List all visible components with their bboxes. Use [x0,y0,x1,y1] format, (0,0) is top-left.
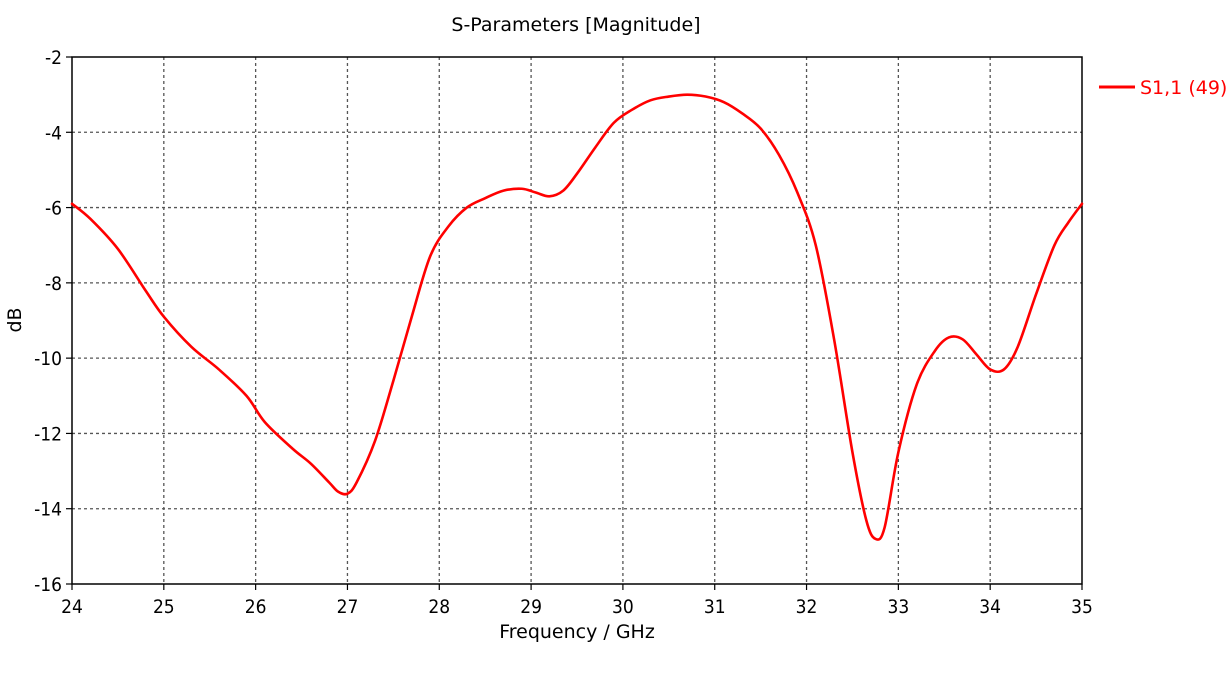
y-tick-label: -12 [34,423,62,445]
grid-lines [72,57,1082,584]
y-axis-title: dB [4,307,26,332]
x-tick-label: 27 [337,596,359,618]
y-axis-ticks: -16 -14 -12 -10 -8 -6 -4 -2 [34,47,72,596]
legend: S1,1 (49) [1099,77,1227,99]
x-tick-label: 24 [61,596,83,618]
x-tick-label: 30 [612,596,634,618]
x-tick-label: 31 [704,596,726,618]
y-tick-label: -16 [34,574,62,596]
y-tick-label: -8 [45,273,62,295]
x-tick-label: 33 [887,596,909,618]
y-tick-label: -10 [34,348,62,370]
y-tick-label: -2 [45,47,62,69]
legend-label-s11: S1,1 (49) [1140,77,1227,99]
series-layer [70,93,1084,541]
y-tick-label: -14 [34,499,62,521]
chart-title: S-Parameters [Magnitude] [451,14,700,36]
plot-area-frame [71,56,1083,585]
x-tick-label: 25 [153,596,175,618]
y-tick-label: -4 [45,122,62,144]
x-axis-title: Frequency / GHz [499,621,655,643]
x-tick-label: 26 [245,596,267,618]
x-tick-label: 32 [796,596,818,618]
x-tick-label: 35 [1071,596,1093,618]
x-tick-label: 34 [979,596,1001,618]
y-tick-label: -6 [45,198,62,220]
x-tick-label: 29 [520,596,542,618]
x-tick-label: 28 [428,596,450,618]
x-axis-ticks: 24 25 26 27 28 29 30 31 32 33 34 35 [61,584,1093,618]
series-line-s11 [70,93,1084,541]
